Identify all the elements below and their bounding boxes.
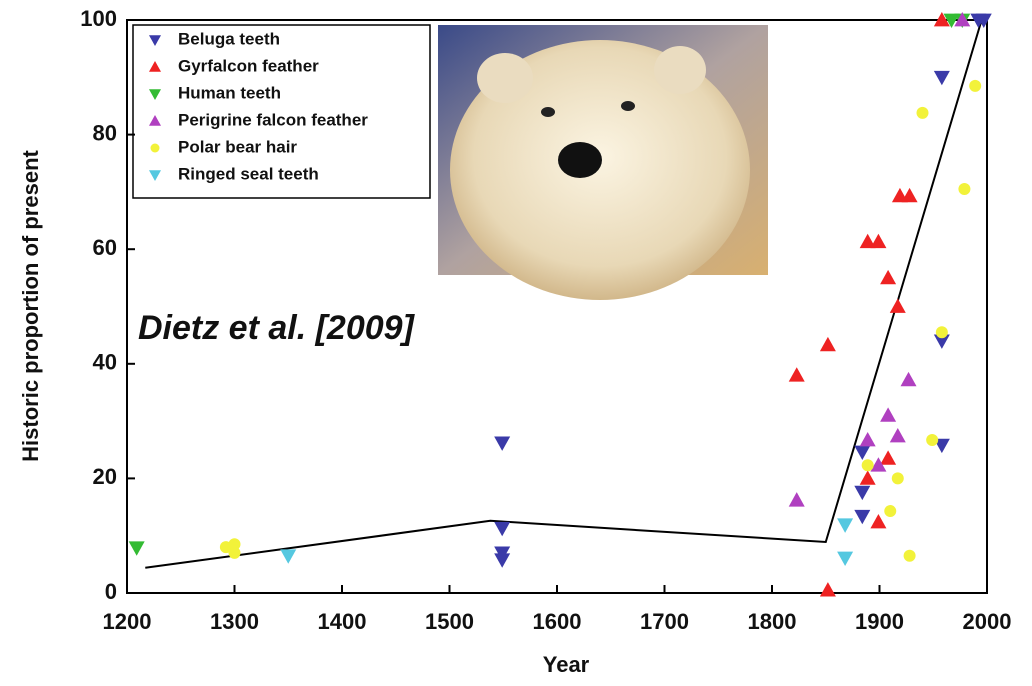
point <box>494 521 511 537</box>
y-tick-label: 40 <box>93 350 117 375</box>
legend-label: Polar bear hair <box>178 137 297 156</box>
legend-marker <box>149 35 161 46</box>
point <box>861 459 874 472</box>
point <box>494 553 511 568</box>
x-tick-label: 1600 <box>533 609 582 634</box>
x-tick-label: 1700 <box>640 609 689 634</box>
point <box>228 538 241 551</box>
point <box>854 485 871 501</box>
point <box>880 269 897 285</box>
point <box>933 438 950 454</box>
point <box>954 12 971 27</box>
point <box>884 505 897 518</box>
legend-label: Perigrine falcon feather <box>178 110 368 129</box>
point <box>837 518 854 533</box>
legend-marker <box>149 170 161 181</box>
y-tick-label: 80 <box>93 120 117 145</box>
legend-label: Human teeth <box>178 83 281 102</box>
point <box>228 546 241 559</box>
point <box>880 407 897 422</box>
point <box>854 509 871 525</box>
photo-inset <box>438 25 768 300</box>
point <box>900 371 917 387</box>
x-axis-label: Year <box>543 652 590 677</box>
point <box>958 183 971 196</box>
legend-label: Beluga teeth <box>178 29 280 48</box>
point <box>837 551 854 567</box>
point <box>891 472 904 485</box>
legend-marker <box>149 89 161 100</box>
point <box>859 432 876 447</box>
point <box>969 79 982 92</box>
x-tick-label: 1500 <box>425 609 474 634</box>
point <box>870 513 887 529</box>
point <box>943 13 960 28</box>
y-axis-label: Historic proportion of present <box>18 149 43 461</box>
y-tick-label: 20 <box>93 464 117 489</box>
trend-line <box>145 19 983 569</box>
point <box>859 233 876 249</box>
x-tick-label: 2000 <box>963 609 1012 634</box>
point <box>788 492 805 507</box>
y-tick-label: 60 <box>93 235 117 260</box>
x-tick-label: 1400 <box>318 609 367 634</box>
legend-label: Ringed seal teeth <box>178 164 319 183</box>
point <box>933 12 950 27</box>
point <box>901 187 918 203</box>
point <box>889 427 906 443</box>
point <box>494 436 511 451</box>
y-tick-label: 100 <box>80 6 117 31</box>
point <box>128 541 145 556</box>
legend-marker <box>149 115 161 126</box>
point <box>870 457 887 472</box>
legend-marker <box>149 61 161 72</box>
x-tick-label: 1800 <box>748 609 797 634</box>
point <box>870 233 887 249</box>
annotation: Dietz et al. [2009] <box>138 309 416 347</box>
point <box>933 334 950 349</box>
point <box>916 106 929 119</box>
point <box>975 13 992 28</box>
y-tick-label: 0 <box>105 579 117 604</box>
point <box>880 450 897 465</box>
point <box>889 298 906 313</box>
legend-label: Gyrfalcon feather <box>178 56 319 75</box>
point <box>819 582 836 597</box>
point <box>819 336 836 352</box>
x-tick-label: 1300 <box>210 609 259 634</box>
point <box>859 470 876 485</box>
point <box>935 326 948 339</box>
x-tick-label: 1200 <box>103 609 152 634</box>
point <box>788 367 805 382</box>
legend-marker <box>150 143 160 153</box>
point <box>854 445 871 461</box>
point <box>933 70 950 86</box>
point <box>903 549 916 562</box>
legend-box <box>132 24 431 199</box>
point <box>926 434 939 447</box>
x-tick-label: 1900 <box>855 609 904 634</box>
point <box>280 549 297 564</box>
